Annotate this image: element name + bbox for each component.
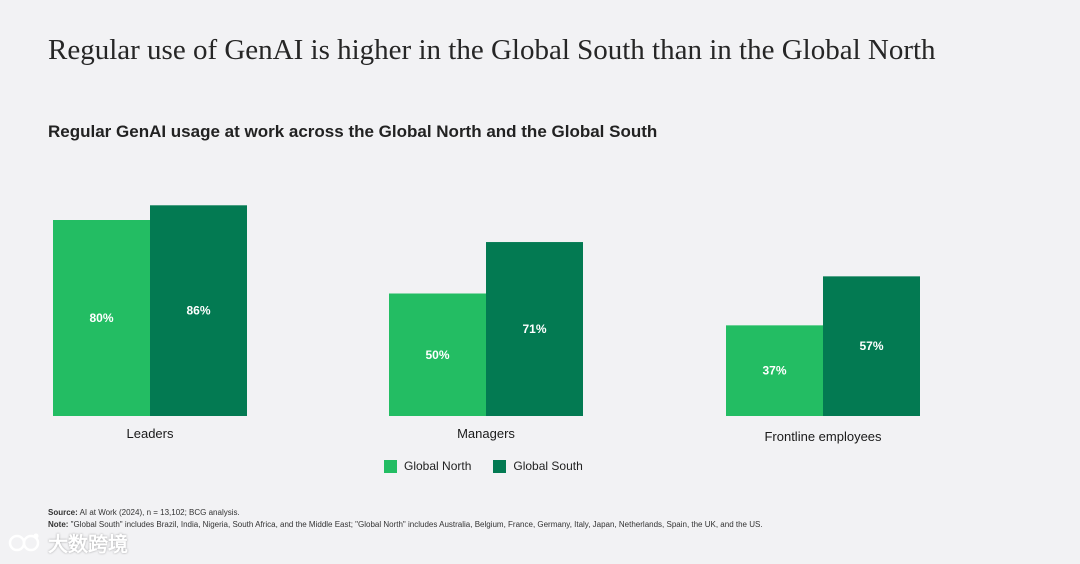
page-title: Regular use of GenAI is higher in the Gl… <box>48 34 936 66</box>
data-label-managers-global-north: 50% <box>425 348 449 362</box>
data-label-managers-global-south: 71% <box>522 322 546 336</box>
data-label-leaders-global-south: 86% <box>186 304 210 318</box>
watermark-text: 大数跨境 <box>48 534 128 556</box>
data-label-frontline-employees-global-north: 37% <box>762 364 786 378</box>
legend-item-global-north: Global North <box>384 459 471 473</box>
bar-frontline-employees-global-south <box>823 276 920 416</box>
data-label-leaders-global-north: 80% <box>89 311 113 325</box>
watermark: 大数跨境 <box>8 528 128 557</box>
bar-frontline-employees-global-north <box>726 325 823 416</box>
note: Note: "Global South" includes Brazil, In… <box>48 520 763 529</box>
source-note: Source: AI at Work (2024), n = 13,102; B… <box>48 508 240 517</box>
legend-swatch-global-north <box>384 459 397 473</box>
chart-legend: Global North Global South <box>384 459 583 473</box>
legend-item-global-south: Global South <box>493 459 583 473</box>
category-label-managers: Managers <box>457 426 515 441</box>
logo-icon <box>8 533 40 551</box>
bar-managers-global-south <box>486 242 583 416</box>
legend-label-global-south: Global South <box>513 459 583 473</box>
legend-swatch-global-south <box>493 459 507 473</box>
source-label: Source: <box>48 508 78 517</box>
note-text: "Global South" includes Brazil, India, N… <box>68 520 763 529</box>
category-label-frontline-employees: Frontline employees <box>764 429 882 444</box>
bar-leaders-global-north <box>53 220 150 416</box>
bar-leaders-global-south <box>150 205 247 416</box>
source-text: AI at Work (2024), n = 13,102; BCG analy… <box>77 508 240 517</box>
note-label: Note: <box>48 520 69 529</box>
bar-managers-global-north <box>389 293 486 416</box>
legend-label-global-north: Global North <box>404 459 472 473</box>
data-label-frontline-employees-global-south: 57% <box>859 339 883 353</box>
chart-title: Regular GenAI usage at work across the G… <box>48 122 658 141</box>
category-label-leaders: Leaders <box>127 426 174 441</box>
